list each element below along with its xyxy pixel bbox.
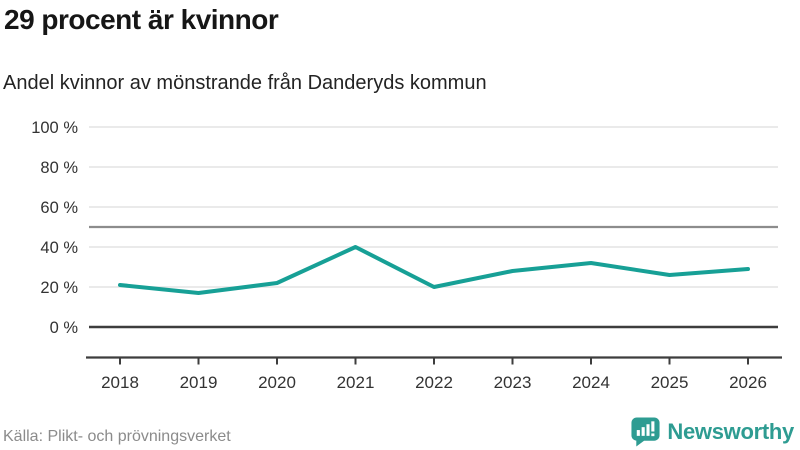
y-axis-tick-label: 60 % — [40, 199, 78, 217]
x-axis-tick-label: 2019 — [180, 373, 218, 392]
x-axis-tick-label: 2022 — [415, 373, 453, 392]
x-axis-tick-label: 2023 — [494, 373, 532, 392]
x-axis-tick-label: 2026 — [729, 373, 767, 392]
y-axis-tick-label: 100 % — [31, 119, 78, 137]
source-note: Källa: Plikt- och prövningsverket — [3, 428, 231, 445]
bar-chart-speech-bubble-icon — [631, 417, 660, 447]
y-axis-tick-label: 80 % — [40, 159, 78, 177]
x-axis-tick-label: 2024 — [572, 373, 610, 392]
data-line-andel-kvinnor — [118, 245, 750, 295]
chart-subtitle: Andel kvinnor av mönstrande från Dandery… — [3, 72, 487, 94]
brand-name: Newsworthy — [667, 418, 794, 444]
x-axis-tick-label: 2025 — [651, 373, 689, 392]
x-axis-tick-label: 2018 — [101, 373, 139, 392]
x-axis-tick-label: 2020 — [258, 373, 296, 392]
y-axis-tick-label: 40 % — [40, 239, 78, 257]
newsworthy-logo: Newsworthy — [630, 416, 794, 447]
page-title: 29 procent är kvinnor — [4, 4, 279, 35]
y-axis-tick-label: 0 % — [50, 319, 79, 337]
y-axis-tick-label: 20 % — [40, 279, 78, 297]
x-axis-tick-label: 2021 — [337, 373, 375, 392]
